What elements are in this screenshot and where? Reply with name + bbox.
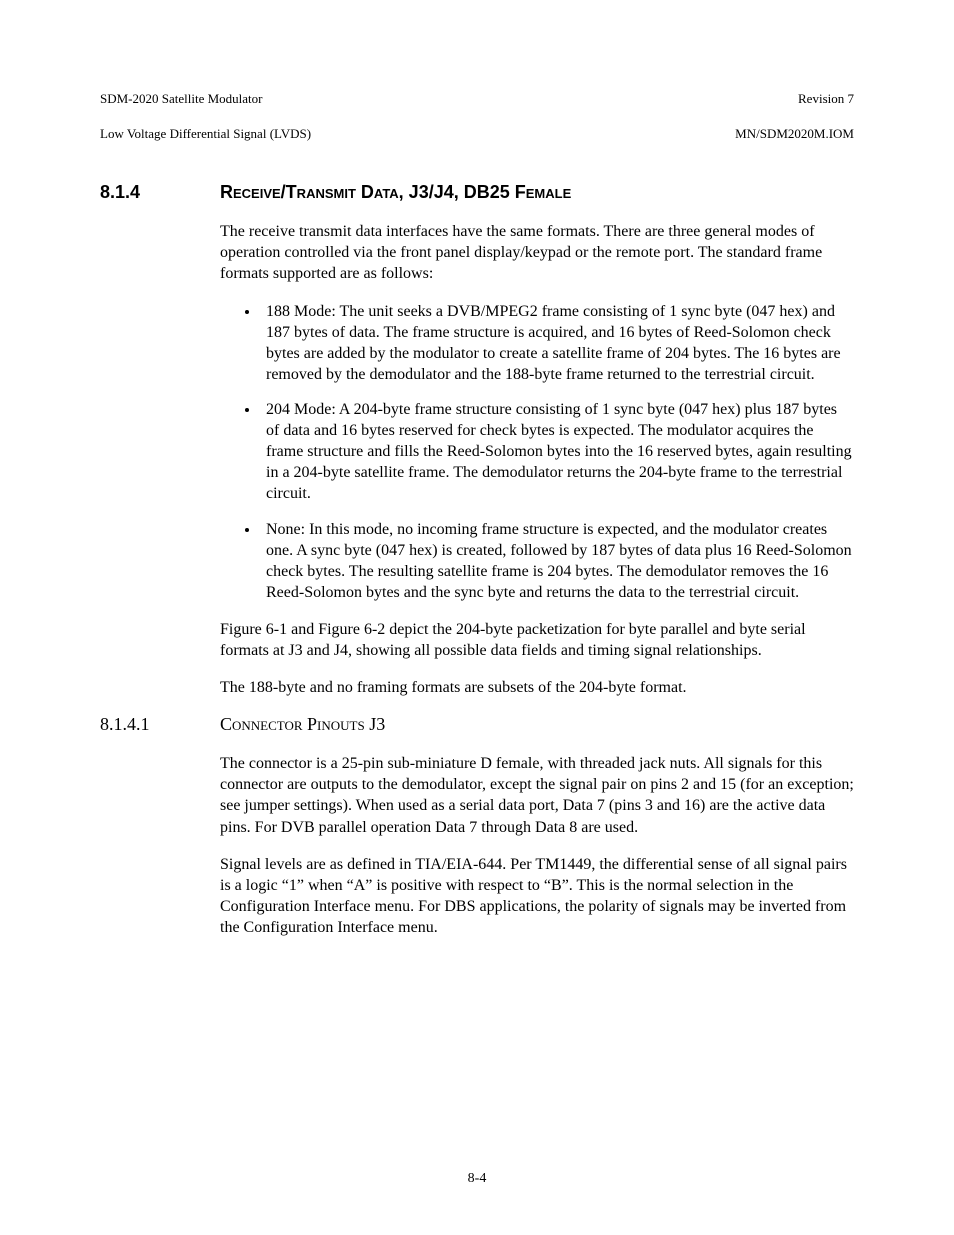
list-item: None: In this mode, no incoming frame st… [260, 519, 854, 603]
section-8141-heading: 8.1.4.1 Connector Pinouts J3 [100, 714, 854, 735]
section-814-body: The receive transmit data interfaces hav… [220, 221, 854, 698]
section-8141-number: 8.1.4.1 [100, 714, 220, 735]
header-right-line1: Revision 7 [798, 91, 854, 106]
page-header: SDM-2020 Satellite Modulator Low Voltage… [100, 72, 854, 142]
section-814-intro: The receive transmit data interfaces hav… [220, 221, 854, 284]
list-item: 188 Mode: The unit seeks a DVB/MPEG2 fra… [260, 301, 854, 385]
section-814-number: 8.1.4 [100, 182, 220, 203]
section-8141-body: The connector is a 25-pin sub-miniature … [220, 753, 854, 938]
list-item: 204 Mode: A 204-byte frame structure con… [260, 399, 854, 505]
page-footer: 8-4 [0, 1171, 954, 1187]
document-page: SDM-2020 Satellite Modulator Low Voltage… [0, 0, 954, 1235]
header-right: Revision 7 MN/SDM2020M.IOM [735, 72, 854, 142]
page-number: 8-4 [468, 1171, 487, 1186]
header-left: SDM-2020 Satellite Modulator Low Voltage… [100, 72, 311, 142]
section-8141-title: Connector Pinouts J3 [220, 714, 385, 735]
section-814-after2: The 188-byte and no framing formats are … [220, 677, 854, 698]
header-left-line2: Low Voltage Differential Signal (LVDS) [100, 126, 311, 141]
header-left-line1: SDM-2020 Satellite Modulator [100, 91, 263, 106]
section-8141-para1: The connector is a 25-pin sub-miniature … [220, 753, 854, 837]
section-814-after1: Figure 6-1 and Figure 6-2 depict the 204… [220, 619, 854, 661]
section-8141-para2: Signal levels are as defined in TIA/EIA-… [220, 854, 854, 938]
header-right-line2: MN/SDM2020M.IOM [735, 126, 854, 141]
section-814-heading: 8.1.4 Receive/Transmit Data, J3/J4, DB25… [100, 182, 854, 203]
section-814-bullet-list: 188 Mode: The unit seeks a DVB/MPEG2 fra… [220, 301, 854, 603]
section-814-title: Receive/Transmit Data, J3/J4, DB25 Femal… [220, 182, 571, 203]
